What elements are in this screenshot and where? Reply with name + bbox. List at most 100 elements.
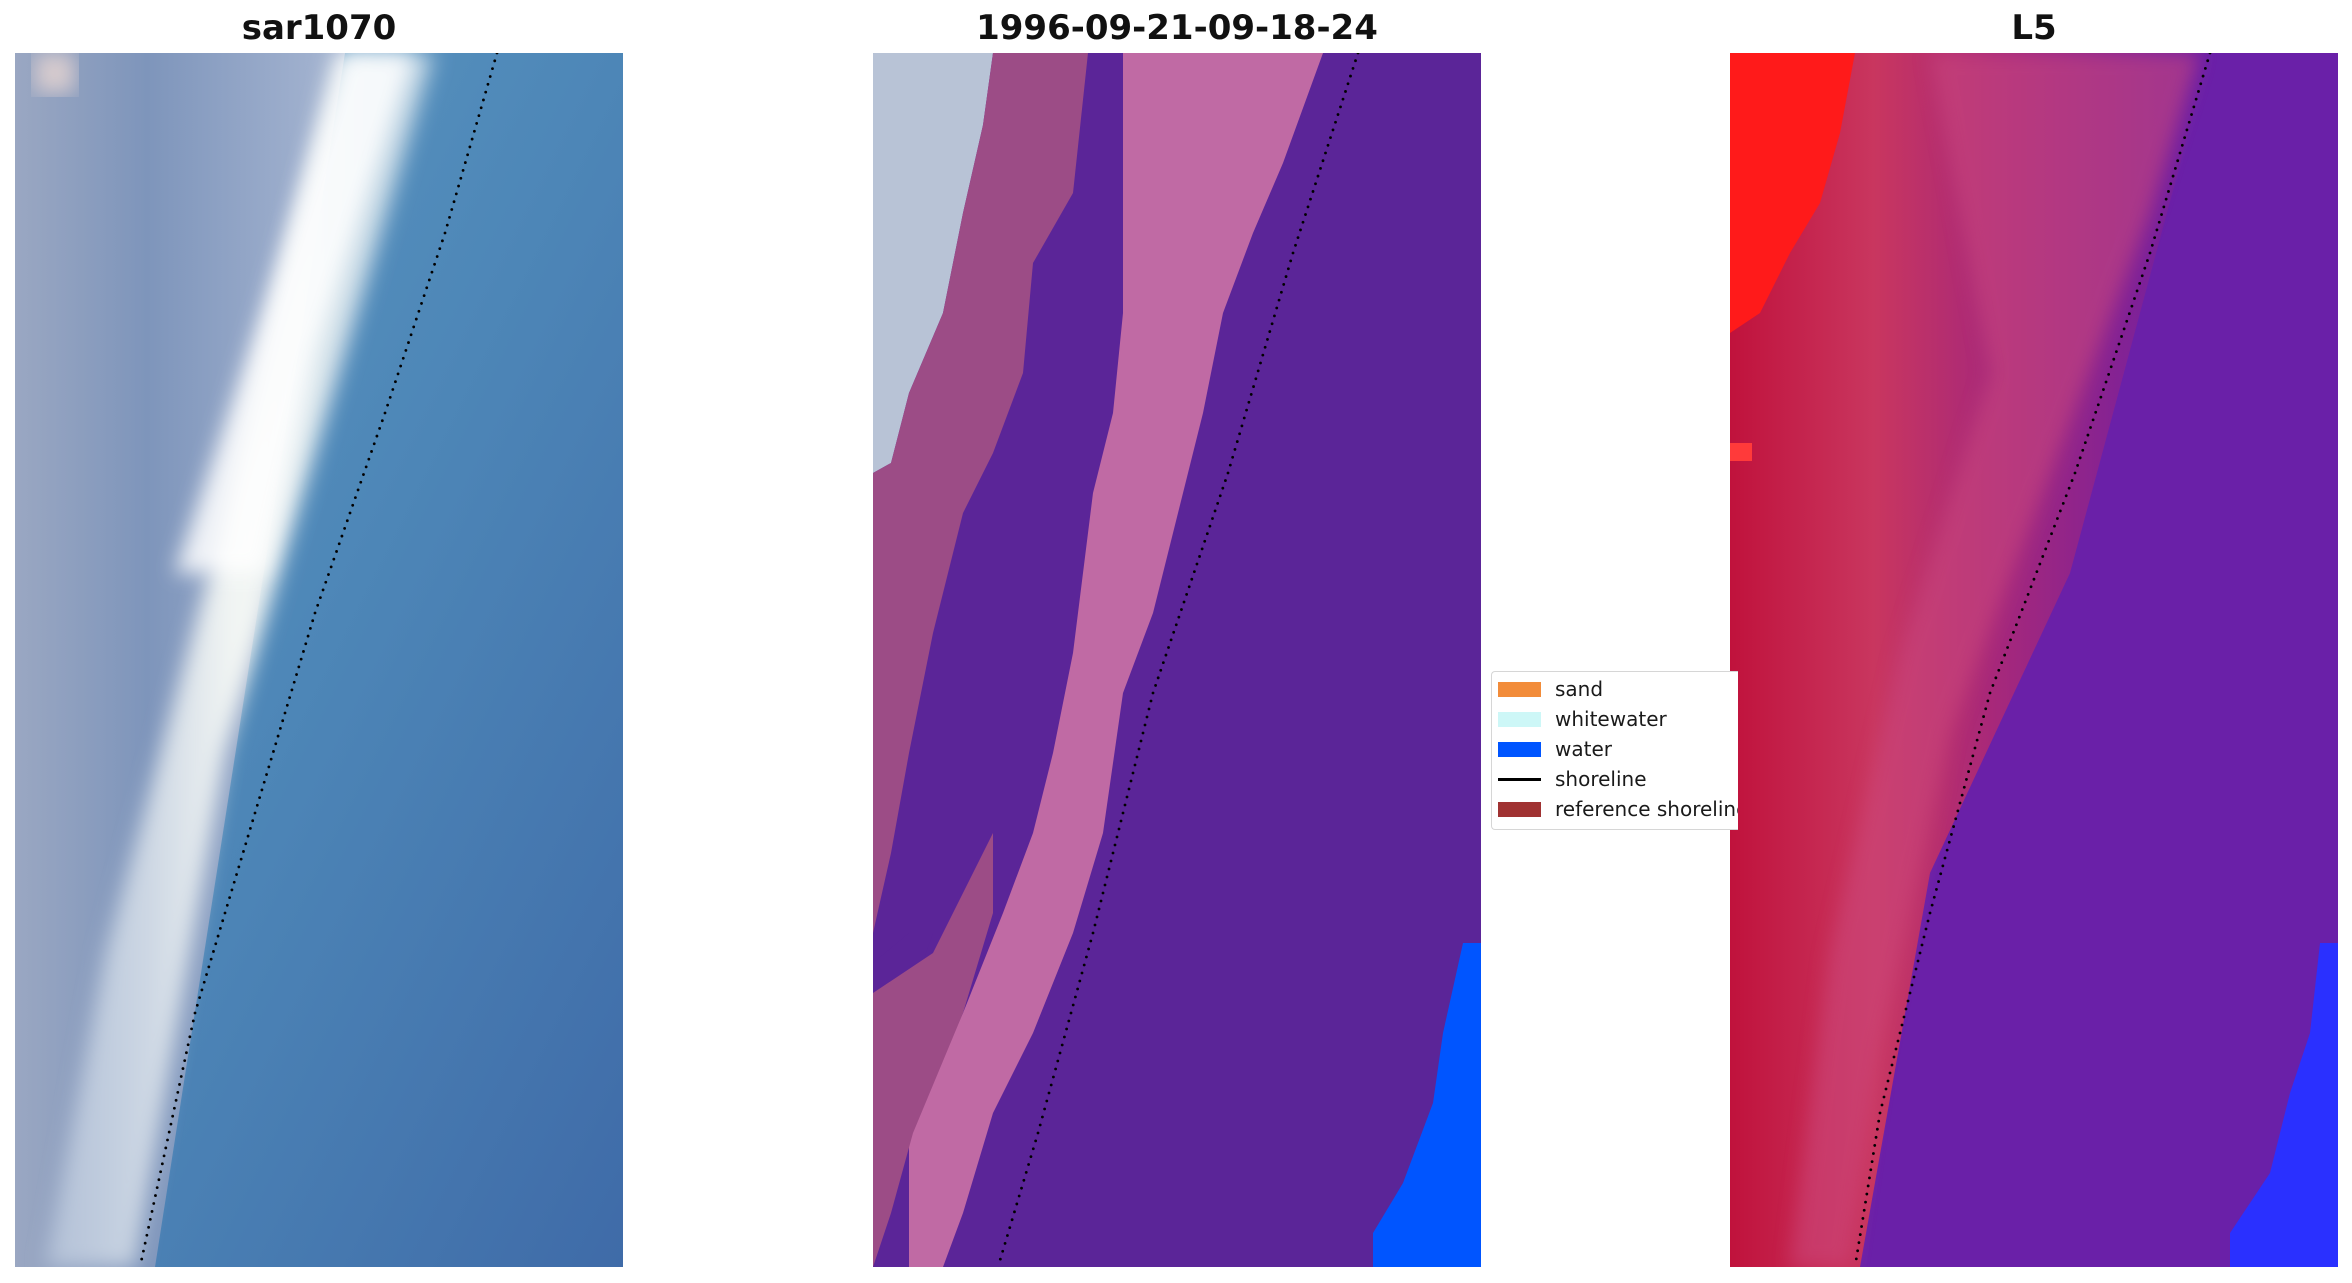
shoreline-point [265, 773, 268, 776]
shoreline-point [2076, 464, 2079, 467]
shoreline-point [1877, 1119, 1881, 1123]
water-swatch [1498, 742, 1541, 757]
shoreline-point [1973, 746, 1977, 750]
shoreline-point [1080, 971, 1084, 975]
shoreline-point [162, 1154, 166, 1158]
shoreline-point [1049, 1083, 1053, 1087]
shoreline-point [1235, 440, 1239, 443]
shoreline-point [2146, 259, 2149, 262]
shoreline-point [1020, 1186, 1023, 1190]
shoreline-point [2099, 395, 2103, 399]
shoreline-point [1113, 843, 1117, 847]
shoreline-point [2061, 501, 2065, 505]
shoreline-point [440, 239, 444, 243]
shoreline-point [1920, 943, 1924, 947]
shoreline-point [1231, 455, 1235, 459]
shoreline-point [244, 842, 248, 846]
shoreline-point [1314, 182, 1317, 186]
shoreline-point [2102, 388, 2105, 391]
shoreline-point [1904, 1007, 1908, 1011]
shoreline-point [1129, 779, 1133, 783]
shoreline-point [1256, 369, 1260, 373]
shoreline-point [1127, 787, 1131, 791]
shoreline-point [383, 411, 387, 415]
shoreline-point [1958, 801, 1962, 805]
shoreline-point [1226, 471, 1230, 475]
shoreline-point [430, 270, 434, 274]
shoreline-point [1336, 113, 1340, 116]
shoreline-point [2155, 228, 2159, 232]
shoreline-point [2091, 418, 2095, 422]
shoreline-point [1045, 1099, 1049, 1103]
shoreline-point [340, 534, 344, 538]
shoreline-point [2140, 274, 2144, 278]
shoreline-point [1289, 259, 1293, 263]
shoreline-point [262, 780, 266, 784]
index-panel [1730, 53, 2338, 1267]
shoreline-point [1294, 243, 1297, 247]
shoreline-point [2009, 638, 2012, 642]
shoreline-point [1111, 851, 1115, 855]
shoreline-point [1935, 888, 1938, 891]
shoreline-point [1896, 1039, 1900, 1043]
shoreline-point [1095, 915, 1099, 919]
shoreline-point [391, 388, 395, 391]
shoreline-point [1047, 1091, 1051, 1095]
shoreline-point [1137, 747, 1141, 751]
shoreline-point [1177, 615, 1181, 619]
shoreline-point [1121, 811, 1125, 815]
shoreline-point [2201, 74, 2205, 78]
shoreline-point [482, 98, 485, 102]
shoreline-point [1854, 1257, 1858, 1261]
shoreline-point [1008, 1226, 1012, 1229]
shoreline-point [1254, 377, 1258, 381]
shoreline-point [1939, 872, 1943, 876]
shoreline-point [272, 750, 275, 753]
shoreline-point [401, 356, 405, 360]
shoreline-point [2032, 577, 2036, 581]
shoreline-point [1109, 859, 1113, 863]
shoreline-point [228, 896, 232, 900]
shoreline-point [283, 711, 287, 715]
shoreline [140, 53, 499, 1261]
shoreline-point [2104, 380, 2108, 384]
panel-title-left: sar1070 [241, 8, 397, 48]
shoreline-point [1864, 1200, 1867, 1204]
shoreline-point [1213, 509, 1217, 513]
shoreline-point [1017, 1194, 1021, 1198]
shoreline-point [1261, 353, 1265, 357]
shoreline-point [1192, 570, 1196, 574]
rgb-image-panel [15, 53, 623, 1267]
shoreline-point [1926, 919, 1930, 923]
legend-label: shoreline [1555, 767, 1647, 791]
shoreline-point [386, 403, 390, 407]
shoreline-point [290, 688, 294, 692]
shoreline-point [297, 665, 301, 669]
shoreline-point [2120, 335, 2123, 338]
shoreline-point [388, 395, 392, 399]
shoreline-point [450, 208, 454, 211]
shoreline-point [998, 1257, 1002, 1261]
shoreline-point [457, 184, 460, 188]
shoreline-point [1187, 585, 1191, 589]
shoreline-point [1890, 1063, 1894, 1067]
shoreline-point [486, 82, 490, 86]
shoreline-point [1252, 385, 1255, 388]
shoreline-point [1268, 330, 1272, 333]
shoreline-point [274, 742, 278, 746]
shoreline-point [1060, 1043, 1064, 1047]
shoreline-point [2125, 319, 2129, 323]
shoreline-point [1326, 143, 1330, 147]
shoreline-point [159, 1170, 163, 1174]
shoreline-point [1331, 128, 1335, 132]
shoreline-point [1910, 983, 1914, 987]
shoreline-point [1991, 684, 1995, 687]
shoreline-point [1858, 1233, 1862, 1236]
classified-image [873, 53, 1481, 1267]
shoreline-point [433, 262, 436, 266]
shoreline-point [1918, 951, 1922, 955]
shoreline-point [302, 650, 305, 653]
shoreline-point [1273, 314, 1276, 318]
shoreline-point [438, 247, 442, 251]
shoreline-point [1024, 1171, 1028, 1174]
